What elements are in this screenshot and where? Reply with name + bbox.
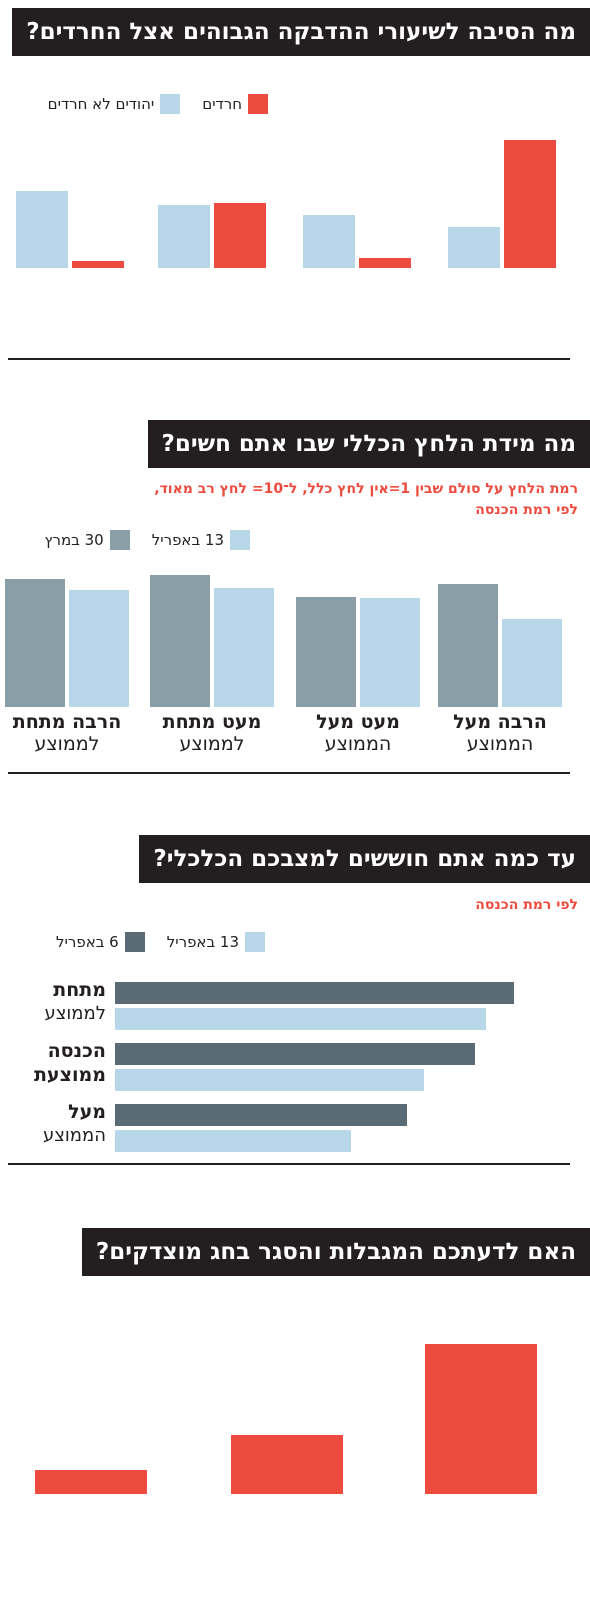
baseline xyxy=(8,1163,570,1165)
chart-title: מה מידת הלחץ הכללי שבו אתם חשים? xyxy=(147,420,590,468)
category-label-normal: הממוצע xyxy=(324,732,392,755)
legend-swatch xyxy=(109,530,130,550)
chart-stress-level: מה מידת הלחץ הכללי שבו אתם חשים? רמת הלח… xyxy=(0,0,590,790)
legend-item-april13: 13 באפריל xyxy=(152,530,250,550)
bar-march30 xyxy=(296,597,356,707)
chart-infection-reasons: מה הסיבה לשיעורי ההדבקה הגבוהים אצל החרד… xyxy=(0,0,590,370)
bar-april6 xyxy=(115,1104,408,1126)
category-label: מעט מעל הממוצע xyxy=(290,711,426,756)
category-label-bold: מתחת xyxy=(53,979,106,1001)
bar-haredi xyxy=(504,140,556,268)
legend-label: 13 באפריל xyxy=(151,531,224,549)
category-label-bold: הרבה מעל xyxy=(453,711,547,733)
chart-subtitle: לפי רמת הכנסה xyxy=(475,897,578,913)
legend-label: 30 במרץ xyxy=(44,531,104,549)
bar-non-haredi xyxy=(16,190,68,268)
baseline xyxy=(8,772,570,774)
bar-non-haredi xyxy=(303,214,355,268)
bar-restrictions xyxy=(231,1434,343,1494)
bar-april13 xyxy=(115,1130,352,1152)
category-label: מעל הממוצע xyxy=(43,1100,106,1148)
bar-march30 xyxy=(438,583,498,707)
category-label: הרבה מעל הממוצע xyxy=(432,711,568,756)
chart-title: מה הסיבה לשיעורי ההדבקה הגבוהים אצל החרד… xyxy=(12,8,590,56)
bar-april6 xyxy=(115,1043,475,1065)
legend-swatch xyxy=(230,530,250,550)
chart-title: עד כמה אתם חוששים למצבכם הכלכלי? xyxy=(139,835,590,883)
legend-label: יהודים לא חרדים xyxy=(47,95,155,113)
bar-march30 xyxy=(150,575,210,707)
chart-title: האם לדעתכם המגבלות והסגר בחג מוצדקים? xyxy=(81,1228,590,1276)
bar-march30 xyxy=(5,578,65,707)
bar-april13 xyxy=(502,618,562,707)
bar-restrictions xyxy=(35,1469,147,1494)
legend-swatch xyxy=(245,932,265,952)
bar-april13 xyxy=(69,589,129,707)
category-label-normal: הממוצע xyxy=(42,1125,106,1146)
category-label-bold: מעט מתחת xyxy=(162,711,262,733)
chart-legend: חרדים יהודים לא חרדים xyxy=(26,94,268,114)
legend-label: 6 באפריל xyxy=(55,933,119,951)
category-label-bold: הרבה מתחת xyxy=(12,711,122,733)
category-label-normal: לממוצע xyxy=(44,1003,106,1024)
legend-item-april13: 13 באפריל xyxy=(167,932,265,952)
chart-subtitle: רמת הלחץ על סולם שבין 1=אין לחץ כלל, ל־1… xyxy=(154,481,578,518)
legend-item-march30: 30 במרץ xyxy=(44,530,130,550)
bar-april13 xyxy=(115,1069,425,1091)
bar-april13 xyxy=(214,587,274,707)
bar-april13 xyxy=(115,1008,486,1030)
category-label-bold: הכנסה ממוצעת xyxy=(33,1040,106,1086)
bar-restrictions xyxy=(425,1344,537,1494)
chart-legend: 13 באפריל 30 במרץ xyxy=(22,530,250,550)
category-label: מעט מתחת לממוצע xyxy=(144,711,280,756)
legend-item-haredi: חרדים xyxy=(202,94,268,114)
category-label: הרבה מתחת לממוצע xyxy=(0,711,135,756)
chart-economic-worry: עד כמה אתם חוששים למצבכם הכלכלי? לפי רמת… xyxy=(8,835,590,1165)
bar-haredi xyxy=(214,202,266,268)
baseline xyxy=(8,358,570,360)
category-label-normal: לממוצע xyxy=(34,732,100,755)
legend-item-non-haredi: יהודים לא חרדים xyxy=(48,94,181,114)
legend-swatch xyxy=(124,932,145,952)
bar-non-haredi xyxy=(448,226,500,268)
category-label-bold: מעל xyxy=(68,1101,106,1123)
category-label: הכנסה ממוצעת xyxy=(34,1039,106,1087)
category-label-bold: מעט מעל xyxy=(316,711,400,733)
category-label-normal: הממוצע xyxy=(466,732,534,755)
legend-label: חרדים xyxy=(202,95,242,113)
legend-swatch xyxy=(160,94,181,114)
category-label: מתחת לממוצע xyxy=(44,978,106,1026)
bar-haredi xyxy=(72,260,124,268)
legend-swatch xyxy=(248,94,268,114)
bar-non-haredi xyxy=(158,205,210,268)
legend-item-april6: 6 באפריל xyxy=(56,932,145,952)
legend-label: 13 באפריל xyxy=(166,933,239,951)
bar-april13 xyxy=(360,598,420,707)
bar-haredi xyxy=(359,258,411,268)
bar-april6 xyxy=(115,982,514,1004)
category-label-normal: לממוצע xyxy=(179,732,245,755)
chart-legend: 13 באפריל 6 באפריל xyxy=(34,932,265,952)
